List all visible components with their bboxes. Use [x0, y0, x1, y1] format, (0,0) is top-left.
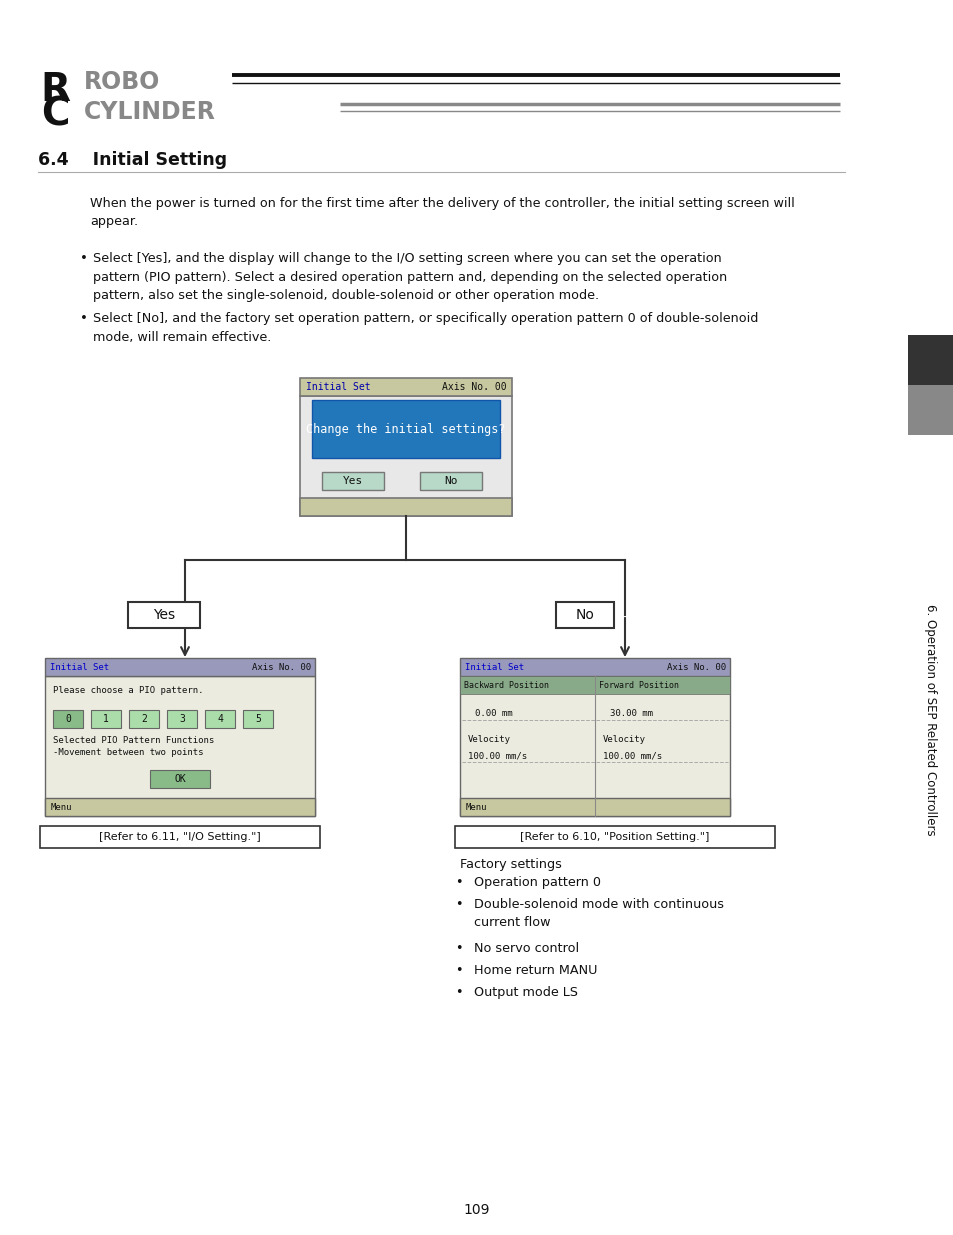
Text: •: • — [455, 876, 462, 889]
Bar — [53, 710, 83, 727]
Text: 100.00 mm/s: 100.00 mm/s — [602, 752, 661, 761]
Text: Change the initial settings?: Change the initial settings? — [306, 422, 505, 436]
Text: 6. Operation of SEP Related Controllers: 6. Operation of SEP Related Controllers — [923, 604, 937, 836]
Text: Axis No. 00: Axis No. 00 — [252, 662, 311, 672]
Text: No: No — [444, 475, 457, 487]
Text: Forward Position: Forward Position — [598, 680, 679, 689]
Text: Menu: Menu — [465, 803, 487, 811]
Text: No servo control: No servo control — [474, 942, 578, 955]
Bar — [128, 601, 200, 629]
Text: Double-solenoid mode with continuous
current flow: Double-solenoid mode with continuous cur… — [474, 898, 723, 929]
Text: Output mode LS: Output mode LS — [474, 986, 578, 999]
Text: •: • — [455, 942, 462, 955]
Text: Yes: Yes — [152, 608, 175, 622]
Bar — [322, 472, 384, 490]
Bar — [459, 798, 729, 816]
Text: 2: 2 — [141, 714, 147, 724]
Text: 0: 0 — [65, 714, 71, 724]
Text: 30.00 mm: 30.00 mm — [609, 709, 652, 719]
Text: 5: 5 — [254, 714, 261, 724]
Bar — [150, 769, 210, 788]
Bar — [243, 710, 273, 727]
Text: R: R — [40, 70, 70, 109]
Text: 0.00 mm: 0.00 mm — [475, 709, 512, 719]
Text: Initial Set: Initial Set — [306, 382, 370, 391]
Text: Backward Position: Backward Position — [463, 680, 548, 689]
Text: Axis No. 00: Axis No. 00 — [666, 662, 725, 672]
Text: 3: 3 — [179, 714, 185, 724]
Bar — [299, 498, 512, 516]
Text: Axis No. 00: Axis No. 00 — [442, 382, 506, 391]
Bar — [299, 396, 512, 516]
Bar — [167, 710, 196, 727]
Bar — [40, 826, 319, 848]
Text: OK: OK — [174, 774, 186, 784]
Text: [Refer to 6.11, "I/O Setting."]: [Refer to 6.11, "I/O Setting."] — [99, 832, 260, 842]
Text: 109: 109 — [463, 1203, 490, 1216]
Text: Velocity: Velocity — [602, 736, 645, 745]
Text: •: • — [455, 898, 462, 911]
Text: Select [No], and the factory set operation pattern, or specifically operation pa: Select [No], and the factory set operati… — [92, 312, 758, 343]
Bar — [312, 400, 499, 458]
Text: Please choose a PIO pattern.: Please choose a PIO pattern. — [53, 685, 203, 695]
Bar — [45, 676, 314, 816]
Bar — [45, 798, 314, 816]
Bar — [459, 676, 729, 694]
Text: 6.4    Initial Setting: 6.4 Initial Setting — [38, 151, 227, 169]
Bar — [459, 658, 729, 676]
Bar — [45, 658, 314, 676]
Bar — [205, 710, 234, 727]
Text: ROBO: ROBO — [84, 70, 160, 94]
Text: Initial Set: Initial Set — [50, 662, 109, 672]
Bar — [91, 710, 121, 727]
Text: Menu: Menu — [51, 803, 72, 811]
Bar — [556, 601, 614, 629]
Text: Select [Yes], and the display will change to the I/O setting screen where you ca: Select [Yes], and the display will chang… — [92, 252, 726, 303]
Bar — [459, 676, 729, 816]
Text: No: No — [575, 608, 594, 622]
Bar — [129, 710, 159, 727]
Text: •: • — [455, 965, 462, 977]
Text: 100.00 mm/s: 100.00 mm/s — [468, 752, 527, 761]
Text: •: • — [455, 986, 462, 999]
Text: -Movement between two points: -Movement between two points — [53, 748, 203, 757]
Text: C: C — [41, 96, 70, 135]
Text: Factory settings: Factory settings — [459, 858, 561, 871]
Bar — [455, 826, 774, 848]
Text: Operation pattern 0: Operation pattern 0 — [474, 876, 600, 889]
Text: Home return MANU: Home return MANU — [474, 965, 597, 977]
Text: Initial Set: Initial Set — [464, 662, 523, 672]
Text: •: • — [80, 252, 88, 266]
Bar — [907, 385, 953, 435]
Text: Velocity: Velocity — [468, 736, 511, 745]
Bar — [419, 472, 481, 490]
Bar — [907, 335, 953, 385]
Text: [Refer to 6.10, "Position Setting."]: [Refer to 6.10, "Position Setting."] — [519, 832, 709, 842]
Text: 4: 4 — [217, 714, 223, 724]
Text: 1: 1 — [103, 714, 109, 724]
Text: When the power is turned on for the first time after the delivery of the control: When the power is turned on for the firs… — [90, 198, 794, 228]
Text: CYLINDER: CYLINDER — [84, 100, 215, 124]
Text: Selected PIO Pattern Functions: Selected PIO Pattern Functions — [53, 736, 214, 745]
Text: Yes: Yes — [342, 475, 363, 487]
Text: •: • — [80, 312, 88, 325]
Bar — [299, 378, 512, 396]
